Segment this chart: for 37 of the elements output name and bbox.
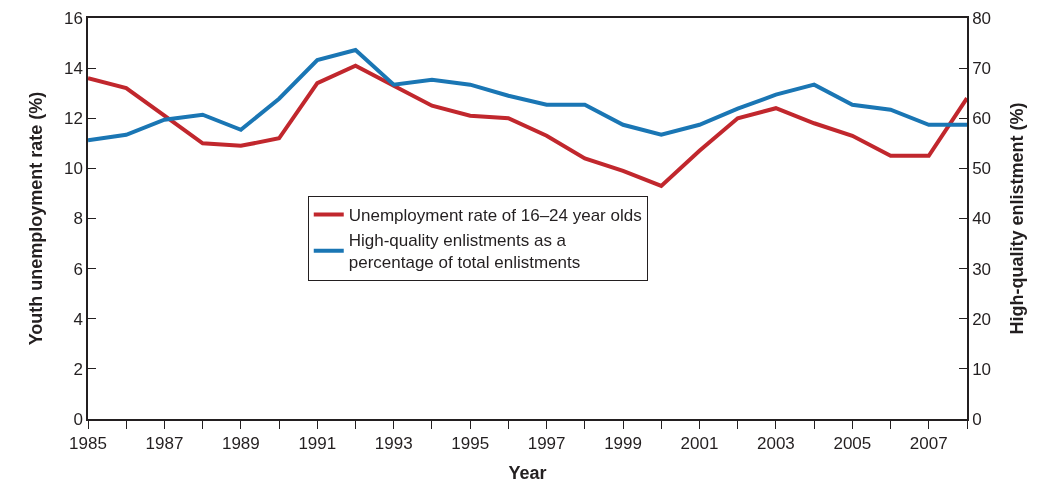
x-tick-label: 2005 <box>833 434 872 454</box>
y-tick-label: 12 <box>63 109 83 129</box>
x-axis-title: Year <box>508 463 547 483</box>
y2-tick-label: 30 <box>972 259 992 279</box>
y-tick-label: 4 <box>73 309 83 329</box>
y2-tick-label: 20 <box>972 309 992 329</box>
x-tick-label: 1993 <box>374 434 413 454</box>
x-tick-label: 2001 <box>680 434 719 454</box>
y2-axis-title: High-quality enlistment (%) <box>1006 102 1027 335</box>
line-series <box>88 48 967 143</box>
legend-label: Unemployment rate of 16–24 year olds <box>348 206 642 226</box>
y2-tick-label: 10 <box>972 359 992 379</box>
y-tick-label: 10 <box>63 159 83 179</box>
y2-tick-label: 0 <box>972 409 982 429</box>
line-series <box>88 63 967 188</box>
x-tick-label: 1991 <box>298 434 337 454</box>
y-tick-label: 2 <box>73 359 83 379</box>
y2-tick-label: 40 <box>972 209 992 229</box>
y2-tick-label: 70 <box>972 59 992 79</box>
y2-tick-label: 60 <box>972 109 992 129</box>
y-tick-label: 8 <box>73 209 83 229</box>
x-tick-label: 1985 <box>69 434 107 454</box>
x-tick-label: 1997 <box>527 434 566 454</box>
x-tick-label: 1995 <box>451 434 490 454</box>
x-tick-label: 2003 <box>757 434 795 454</box>
y2-tick-label: 50 <box>972 159 992 179</box>
x-tick-label: 1989 <box>221 434 260 454</box>
x-tick-label: 2007 <box>909 434 948 454</box>
y-tick-label: 14 <box>63 59 83 79</box>
y-tick-label: 16 <box>63 8 83 28</box>
y-axis-title: Youth unemployment rate (%) <box>25 91 46 346</box>
y-tick-label: 0 <box>73 409 83 429</box>
x-tick-label: 1987 <box>145 434 184 454</box>
legend-label: High-quality enlistments as a percentage of total enlistments <box>348 231 581 273</box>
y-tick-label: 6 <box>73 259 83 279</box>
x-tick-label: 1999 <box>604 434 642 454</box>
y2-tick-label: 80 <box>972 8 992 28</box>
